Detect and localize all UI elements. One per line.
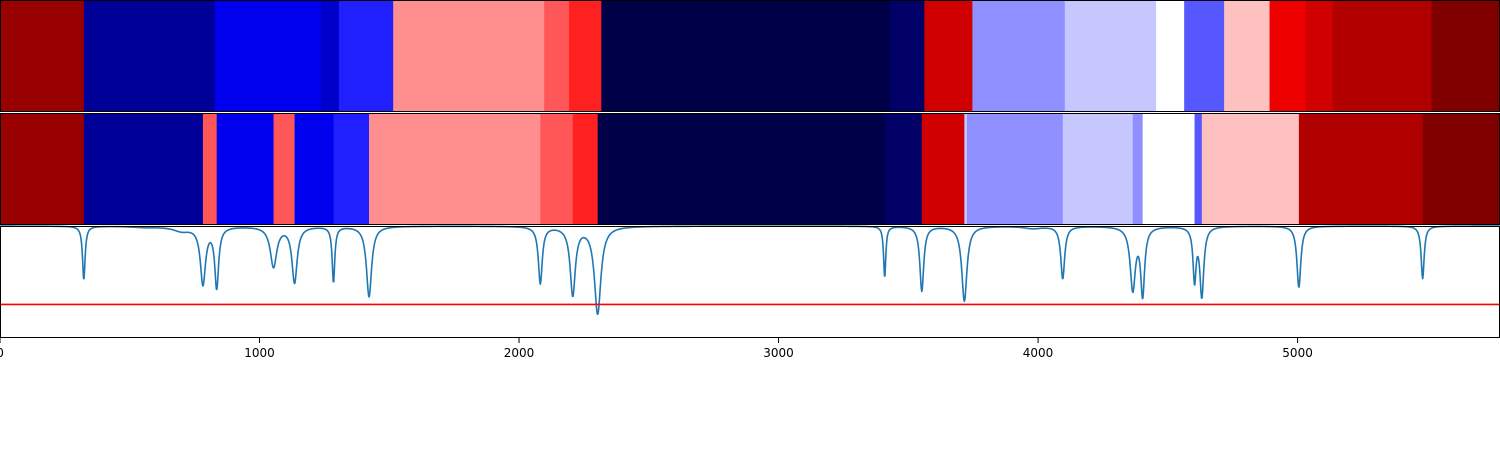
segment-2-11: [884, 113, 923, 225]
segment-1-8: [601, 0, 890, 112]
segment-1-1: [83, 0, 216, 112]
segment-1-2: [214, 0, 322, 112]
segment-1-17: [1305, 0, 1334, 112]
segment-2-5: [294, 113, 335, 225]
segment-2-19: [1201, 113, 1300, 225]
signal-frame: [0, 226, 1500, 338]
segment-2-12: [921, 113, 965, 225]
segment-2-17: [1142, 113, 1196, 225]
top-segment-bar: [0, 0, 1500, 112]
segment-1-4: [338, 0, 394, 112]
segment-2-9: [572, 113, 599, 225]
segment-1-3: [320, 0, 340, 112]
x-tick-label-0: 0: [0, 346, 4, 360]
segment-1-6: [544, 0, 570, 112]
segment-1-7: [569, 0, 602, 112]
segment-2-7: [369, 113, 541, 225]
segment-1-15: [1224, 0, 1271, 112]
x-tick-label-3000: 3000: [763, 346, 794, 360]
segment-1-13: [1156, 0, 1185, 112]
segment-1-11: [972, 0, 1066, 112]
segment-1-12: [1064, 0, 1157, 112]
segment-2-14: [966, 113, 1064, 225]
segment-2-6: [333, 113, 370, 225]
segment-2-10: [597, 113, 886, 225]
segment-1-9: [889, 0, 925, 112]
segment-2-3: [216, 113, 275, 225]
x-tick-label-1000: 1000: [244, 346, 275, 360]
segment-1-14: [1184, 0, 1225, 112]
segment-2-20: [1298, 113, 1424, 225]
segment-2-15: [1062, 113, 1134, 225]
segment-2-18: [1194, 113, 1203, 225]
segment-2-13: [964, 113, 968, 225]
segment-2-21: [1422, 113, 1500, 225]
x-tick-label-4000: 4000: [1023, 346, 1054, 360]
segment-2-2: [202, 113, 218, 225]
segment-2-8: [540, 113, 574, 225]
segment-1-0: [0, 0, 85, 112]
segment-1-19: [1431, 0, 1500, 112]
segment-2-0: [0, 113, 85, 225]
x-axis: 0 1000 2000 3000 4000 5000: [0, 338, 1313, 360]
segment-1-10: [924, 0, 973, 112]
segment-2-16: [1132, 113, 1144, 225]
middle-segment-bar: [0, 113, 1500, 225]
signal-panel: [0, 225, 1500, 338]
x-tick-label-2000: 2000: [504, 346, 535, 360]
segment-2-1: [83, 113, 204, 225]
segment-1-5: [393, 0, 545, 112]
segment-1-18: [1332, 0, 1433, 112]
segment-2-4: [273, 113, 296, 225]
segment-1-16: [1269, 0, 1307, 112]
x-tick-label-5000: 5000: [1282, 346, 1313, 360]
signal-line: [0, 225, 1500, 316]
